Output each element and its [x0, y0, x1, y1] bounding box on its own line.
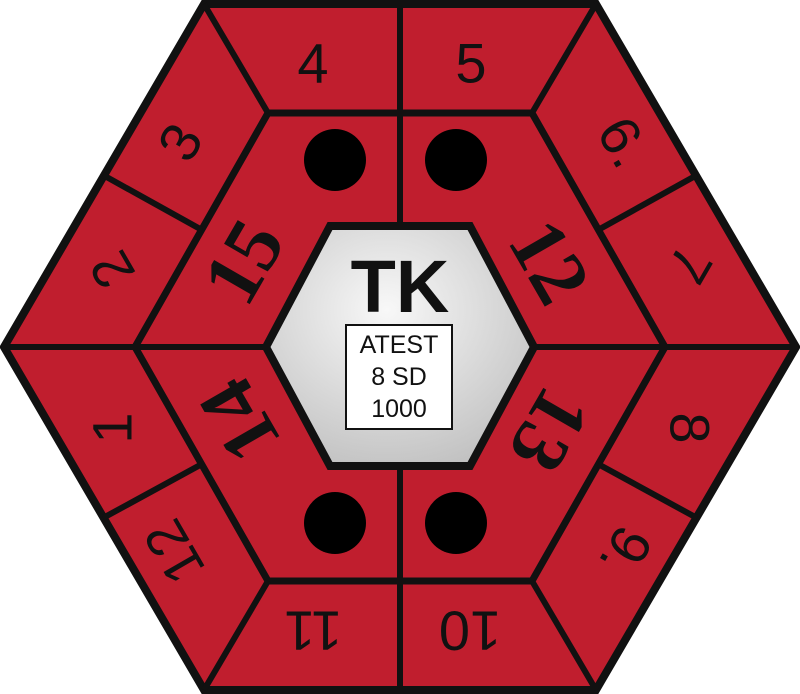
divider-line [201, 579, 271, 692]
divider-line [201, 2, 271, 115]
outer-number-5: 5 [455, 32, 486, 95]
divider-line [101, 461, 204, 521]
divider-line [529, 579, 599, 692]
center-code: TK [351, 245, 450, 328]
outer-number-10: 10 [439, 600, 501, 663]
marker-dot [304, 129, 366, 191]
center-label-line-3: 1000 [371, 395, 427, 423]
segment-dividers [4, 2, 796, 692]
outer-number-8: 8 [659, 412, 722, 443]
divider-line [101, 172, 204, 233]
divider-line [529, 2, 599, 115]
divider-line [596, 461, 699, 521]
outer-number-11: 11 [284, 600, 342, 663]
outer-number-4: 4 [297, 32, 328, 95]
center-label-line-2: 8 SD [371, 363, 427, 391]
outer-number-1: 1 [81, 412, 144, 443]
center-label-line-1: ATEST [360, 331, 439, 359]
marker-dots [304, 129, 487, 554]
center-label-box [345, 324, 453, 430]
divider-line [596, 172, 699, 233]
marker-dot [425, 129, 487, 191]
marker-dot [304, 492, 366, 554]
marker-dot [425, 492, 487, 554]
